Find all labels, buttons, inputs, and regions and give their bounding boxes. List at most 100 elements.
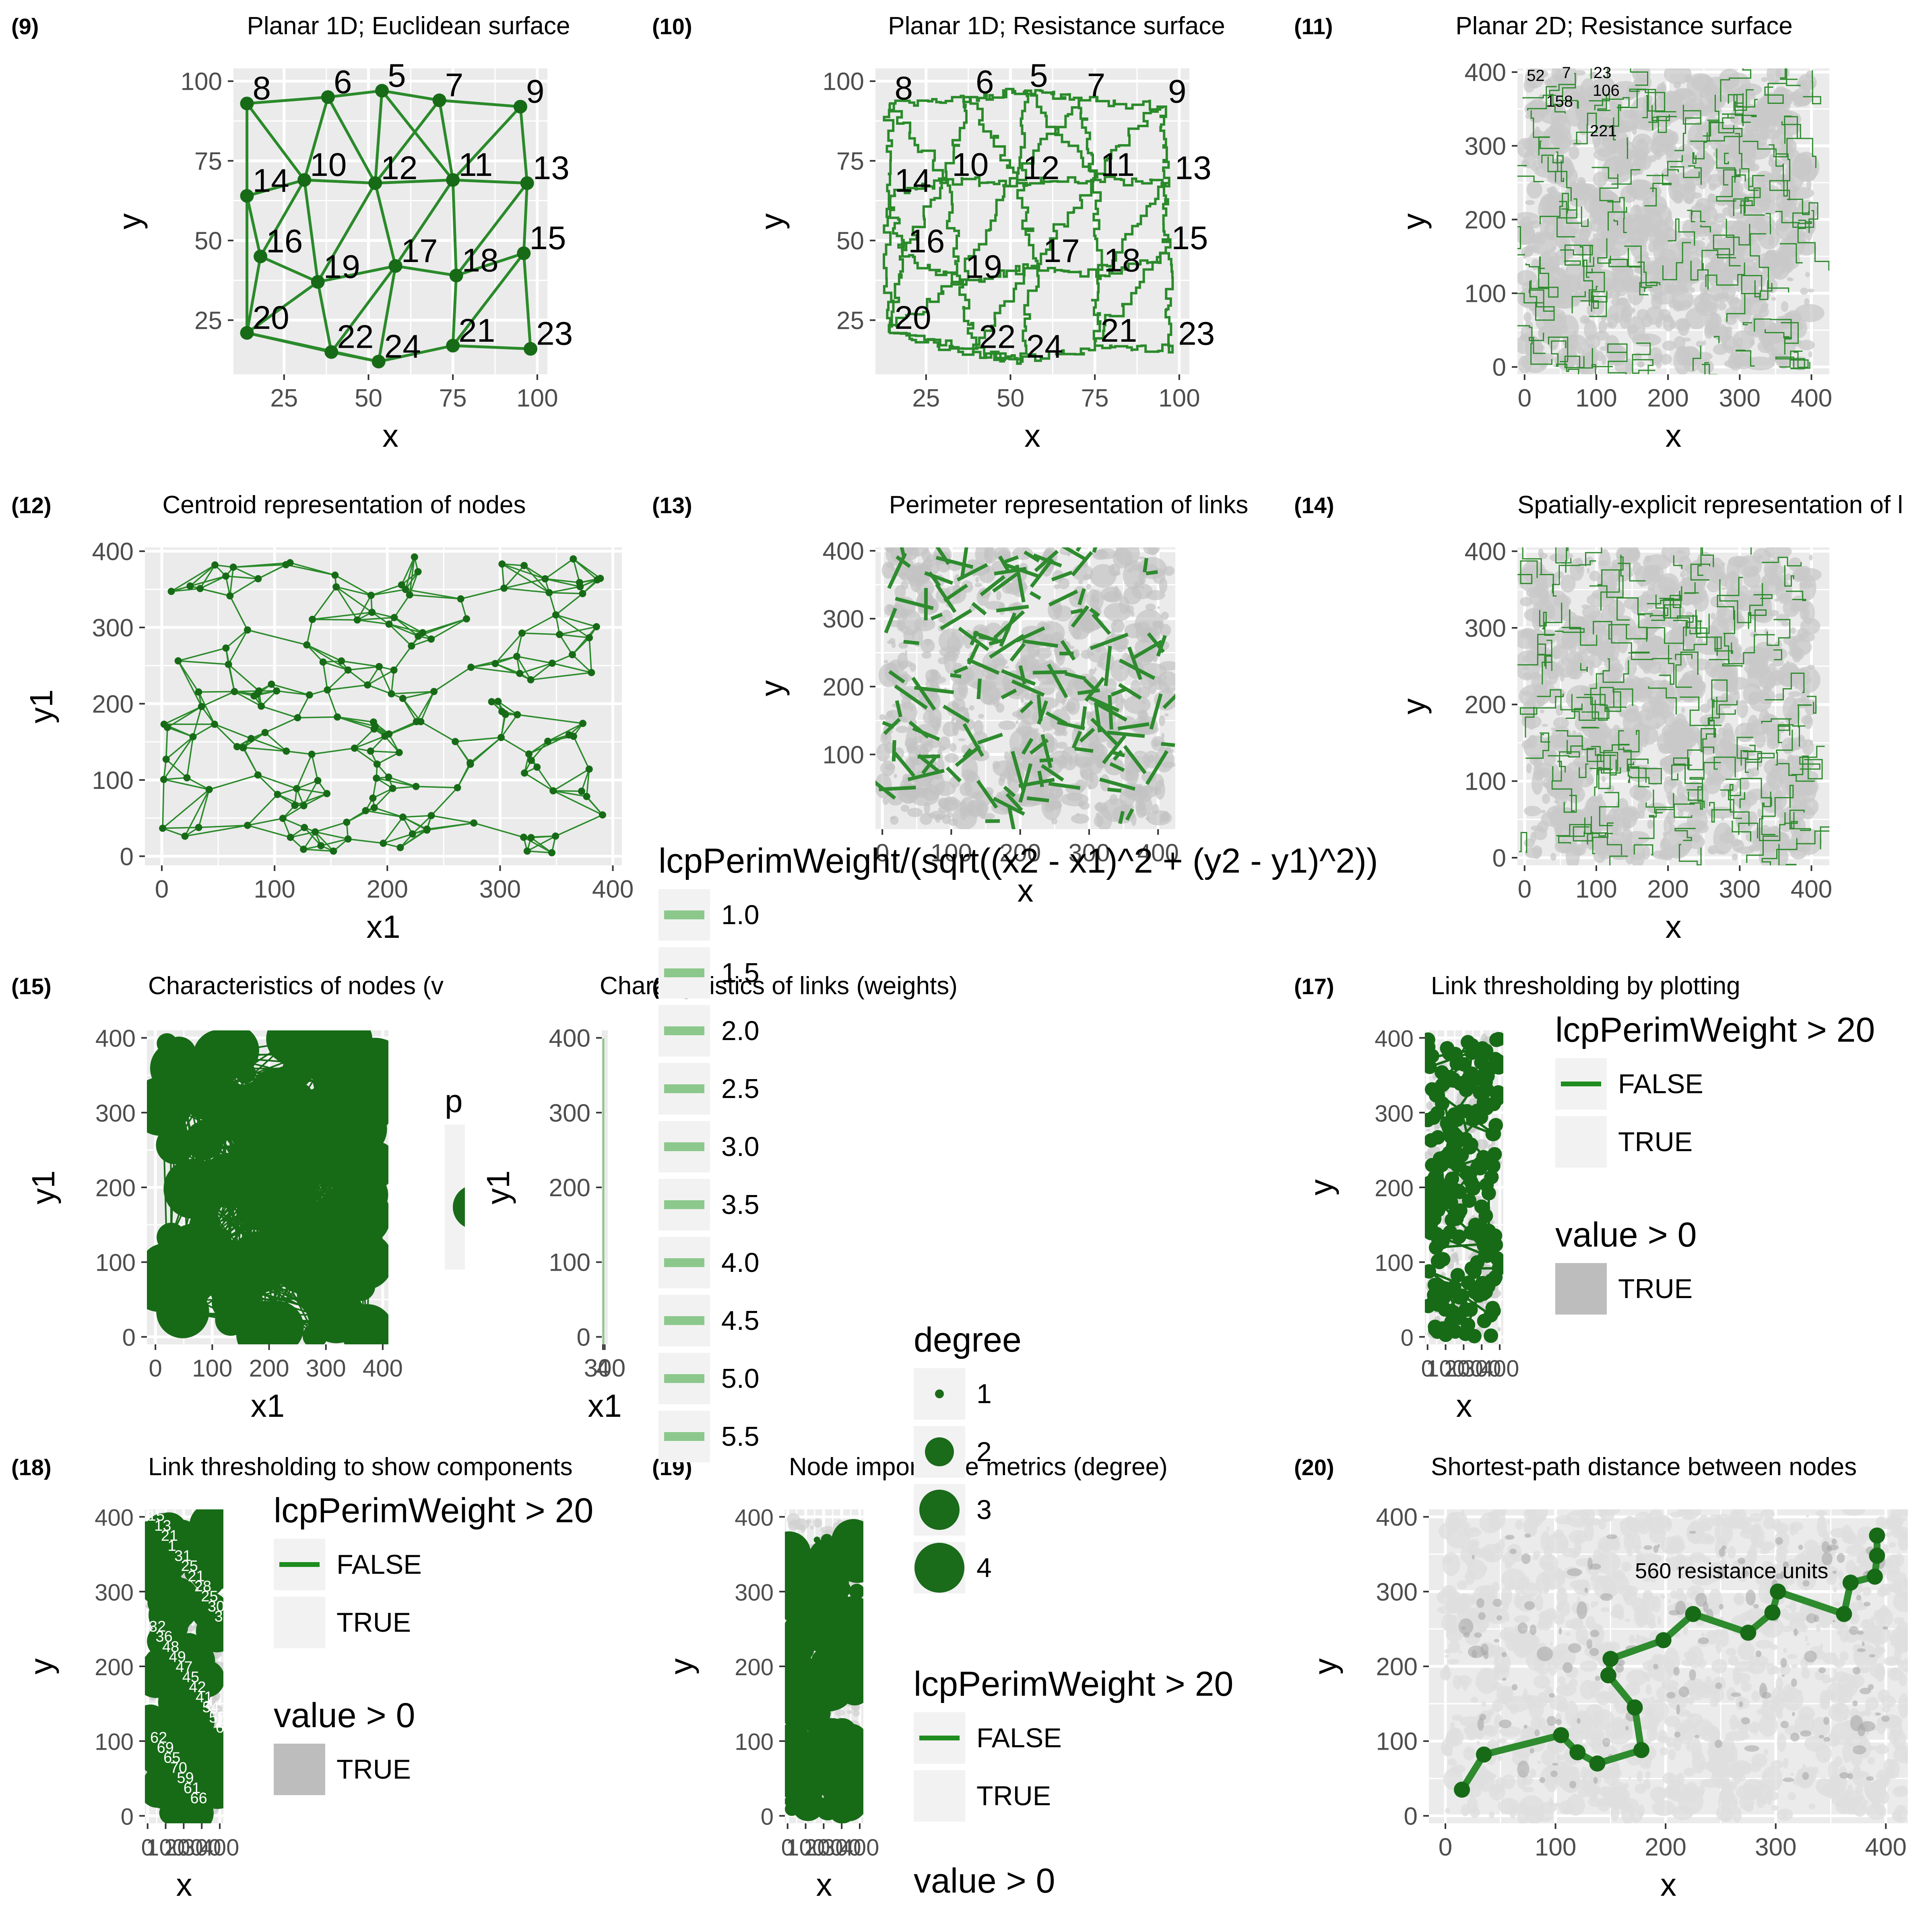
resistance-patch: [1021, 658, 1029, 664]
resistance-patch: [1600, 346, 1608, 351]
perimeter-link: [999, 612, 1017, 647]
network-edge: [304, 178, 376, 185]
resistance-patch: [1685, 611, 1693, 615]
resistance-patch: [1519, 597, 1533, 607]
least-cost-link: [1599, 792, 1619, 826]
resistance-patch: [1698, 181, 1707, 189]
least-cost-path: [1091, 274, 1102, 346]
weighted-node: [163, 1280, 180, 1297]
resistance-patch: [1606, 667, 1623, 681]
resistance-patch: [906, 547, 929, 557]
x-tick-label: 400: [1791, 875, 1832, 903]
resistance-patch: [1668, 757, 1674, 774]
y-tick-label: 100: [92, 767, 134, 795]
resistance-patch: [1544, 320, 1552, 325]
network-edge: [323, 661, 349, 671]
least-cost-link: [1591, 167, 1618, 179]
network-node: [390, 614, 398, 621]
resistance-patch: [1704, 116, 1721, 136]
network-edge: [495, 632, 523, 664]
least-cost-link: [1687, 210, 1695, 223]
least-cost-link: [1719, 579, 1752, 629]
perimeter-link: [1070, 608, 1083, 615]
resistance-patch: [1721, 201, 1726, 206]
resistance-patch: [1807, 288, 1814, 293]
perimeter-link: [1034, 549, 1059, 572]
perimeter-link: [1107, 787, 1122, 793]
y-tick-label: 100: [823, 68, 864, 96]
perimeter-link: [998, 555, 1011, 574]
perimeter-link: [939, 609, 972, 630]
resistance-patch: [1589, 666, 1593, 676]
perimeter-link: [945, 766, 962, 782]
network-edge: [573, 736, 590, 770]
resistance-patch: [1086, 589, 1100, 609]
resistance-patch: [1783, 252, 1792, 258]
least-cost-link: [1648, 686, 1677, 715]
least-cost-path: [1016, 182, 1039, 266]
network-edge: [314, 831, 334, 852]
resistance-patch: [1038, 681, 1056, 696]
network-node: [427, 812, 435, 819]
x-tick-label: 100: [254, 875, 295, 903]
least-cost-link: [1726, 219, 1750, 246]
least-cost-link: [1602, 658, 1629, 683]
node-label: 11: [458, 147, 493, 183]
least-cost-path: [1016, 99, 1082, 183]
resistance-patch: [1565, 784, 1570, 788]
least-cost-link: [1555, 547, 1572, 564]
network-node: [1462, 1193, 1477, 1208]
resistance-patch: [1161, 611, 1169, 620]
panel-tag: (17): [1294, 974, 1334, 999]
network-edge: [330, 265, 397, 353]
y-tick-label: 200: [823, 673, 864, 701]
x-tick-label: 0: [875, 839, 889, 867]
least-cost-link: [1652, 173, 1672, 192]
resistance-patch: [1061, 793, 1089, 807]
y-tick-label: 0: [1492, 354, 1506, 382]
network-edge: [522, 632, 560, 636]
resistance-patch: [1781, 662, 1799, 679]
network-edge: [303, 180, 320, 282]
network-edge: [500, 714, 518, 738]
network-edge: [233, 562, 290, 568]
perimeter-link: [1071, 551, 1093, 576]
network-node: [514, 711, 521, 718]
least-cost-link: [1613, 688, 1633, 708]
network-node: [375, 663, 383, 671]
perimeter-link: [962, 723, 985, 757]
perimeter-link: [935, 547, 950, 565]
resistance-patch: [1798, 632, 1815, 642]
least-cost-link: [1764, 83, 1788, 104]
least-cost-link: [1597, 238, 1611, 264]
least-cost-link: [1769, 153, 1790, 200]
resistance-patch: [1616, 643, 1620, 648]
network-edge: [522, 253, 532, 349]
least-cost-link: [1688, 165, 1702, 185]
least-cost-link: [1584, 817, 1613, 837]
resistance-patch: [1531, 258, 1539, 270]
network-node: [293, 785, 301, 793]
x-tick-label: 0: [155, 875, 169, 903]
least-cost-link: [1689, 762, 1721, 803]
y-tick-label: 100: [95, 1249, 136, 1276]
resistance-patch: [1475, 1139, 1488, 1150]
weighted-node: [231, 1124, 297, 1190]
x-tick-label: 400: [1791, 384, 1832, 412]
least-cost-link: [1517, 165, 1544, 182]
network-node: [524, 342, 538, 356]
least-cost-link: [1629, 89, 1666, 112]
resistance-patch: [1794, 304, 1825, 322]
resistance-patch: [1123, 586, 1142, 605]
least-cost-link: [1713, 234, 1741, 266]
network-edge: [303, 780, 319, 806]
resistance-patch: [1566, 685, 1596, 712]
network-edge: [433, 667, 472, 692]
perimeter-link: [1092, 613, 1111, 635]
perimeter-link: [1047, 663, 1068, 698]
network-node: [254, 771, 262, 779]
resistance-patch: [1726, 225, 1734, 235]
node-label: 20: [253, 299, 289, 336]
resistance-patch: [1164, 713, 1169, 716]
perimeter-link: [1020, 700, 1034, 714]
